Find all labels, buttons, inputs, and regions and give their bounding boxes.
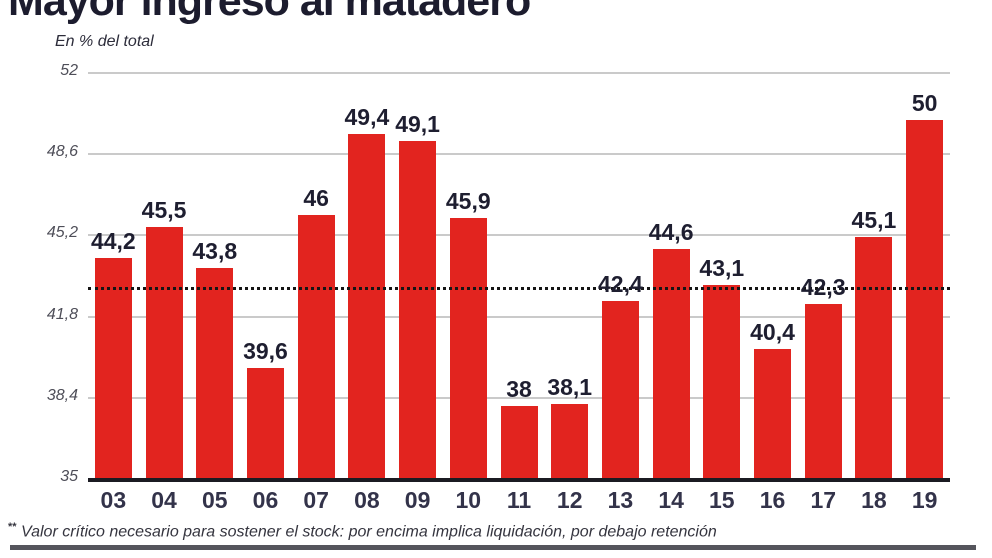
y-axis-tick-label: 45,2 (46, 224, 78, 242)
x-axis-tick-label: 09 (404, 487, 431, 513)
y-axis-tick-label: 52 (60, 62, 78, 79)
footnote-text: Valor crítico necesario para sostener el… (21, 523, 717, 541)
bar-06 (246, 368, 284, 478)
x-axis-tick-label: 10 (455, 487, 482, 513)
bar-value-label: 45,1 (851, 206, 897, 233)
x-axis-tick-label: 04 (151, 487, 177, 513)
gridline (88, 72, 950, 74)
x-axis-tick-label: 16 (759, 487, 786, 513)
critical-value-line (88, 286, 950, 290)
bar-08 (348, 134, 386, 478)
bar-value-label: 46 (303, 185, 329, 212)
bar-12 (551, 403, 589, 478)
chart-title: Mayor ingreso al matadero (8, 0, 531, 25)
x-axis-tick-label: 05 (201, 487, 228, 513)
x-axis-tick-label: 03 (100, 487, 127, 513)
bar-16 (754, 349, 792, 478)
bar-14 (652, 248, 690, 478)
footnote: ** Valor crítico necesario para sostener… (8, 521, 986, 541)
bar-value-label: 38,1 (547, 373, 593, 400)
x-axis-tick-label: 07 (303, 487, 329, 513)
x-axis-tick-label: 12 (556, 487, 583, 513)
bar-10 (449, 217, 487, 478)
chart-subtitle: En % del total (55, 33, 154, 50)
x-axis-tick-label: 15 (709, 487, 735, 513)
gridline (88, 153, 950, 156)
bar-value-label: 38 (506, 376, 532, 403)
bar-18 (855, 236, 893, 478)
bar-value-label: 43,8 (192, 237, 238, 264)
gridline (88, 234, 950, 237)
bar-05 (196, 267, 234, 478)
bar-value-label: 42,3 (800, 273, 846, 300)
bar-07 (297, 215, 335, 478)
bar-value-label: 43,1 (699, 254, 745, 281)
bar-value-label: 45,5 (141, 197, 187, 224)
bar-value-label: 45,9 (445, 187, 491, 214)
x-axis-tick-label: 17 (810, 487, 837, 513)
bar-value-label: 39,6 (243, 338, 288, 365)
bar-04 (145, 227, 183, 478)
y-axis-tick-label: 48,6 (46, 143, 78, 161)
bar-value-label: 44,6 (648, 218, 694, 245)
x-axis-tick-label: 19 (911, 487, 938, 513)
bar-13 (601, 301, 639, 478)
gridline (88, 396, 950, 399)
x-axis-tick-label: 06 (252, 487, 279, 513)
x-axis-line (88, 478, 950, 482)
x-axis-tick-label: 08 (354, 487, 380, 513)
x-axis-tick-label: 11 (506, 487, 532, 513)
bar-19 (906, 119, 944, 478)
bar-17 (804, 303, 842, 478)
y-axis-tick-label: 41,8 (46, 305, 78, 323)
bar-value-label: 42,4 (598, 271, 643, 298)
gridline (88, 315, 950, 318)
bar-value-label: 40,4 (750, 319, 795, 346)
x-axis-tick-label: 14 (658, 487, 684, 513)
bar-value-label: 44,2 (90, 228, 136, 255)
y-axis-tick-label: 38,4 (46, 386, 78, 404)
x-axis-tick-label: 18 (861, 487, 887, 513)
bar-11 (500, 406, 538, 478)
bar-value-label: 49,4 (344, 104, 390, 131)
bottom-rule (10, 545, 976, 550)
bar-03 (94, 258, 132, 478)
bar-value-label: 50 (911, 89, 938, 116)
footnote-marker: ** (8, 521, 17, 533)
bar-09 (399, 141, 437, 478)
y-axis-tick-label: 35 (60, 468, 78, 485)
bar-value-label: 49,1 (395, 111, 440, 138)
x-axis-tick-label: 13 (607, 487, 634, 513)
bar-15 (703, 284, 741, 478)
